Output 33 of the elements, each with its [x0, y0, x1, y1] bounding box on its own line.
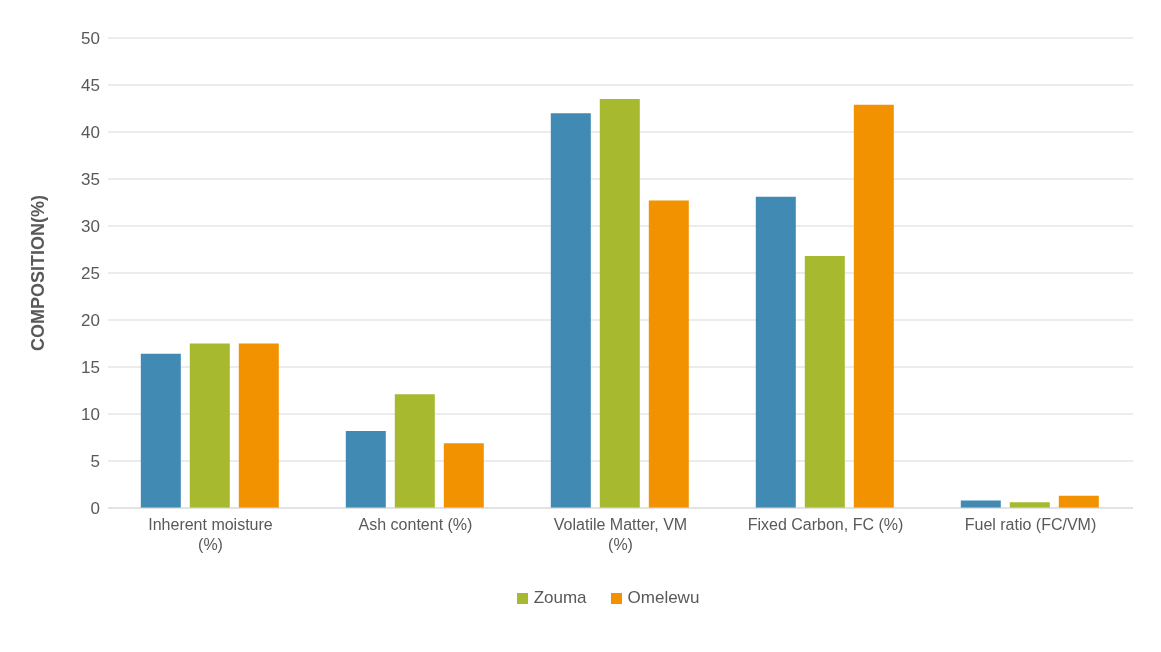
bar — [345, 430, 386, 508]
bar — [189, 343, 230, 508]
y-tick-label: 50 — [81, 29, 100, 49]
x-tick-label: Ash content (%) — [358, 516, 473, 533]
y-tick-label: 0 — [90, 499, 100, 519]
bar — [238, 343, 279, 508]
bar — [755, 196, 796, 508]
y-tick-label: 5 — [90, 452, 100, 472]
y-tick-label: 15 — [81, 358, 100, 378]
bar — [804, 256, 845, 508]
bar — [648, 200, 689, 508]
bar — [443, 443, 484, 508]
x-tick-label: Fixed Carbon, FC (%) — [747, 516, 904, 533]
y-tick-label: 35 — [81, 170, 100, 190]
y-axis-title: COMPOSITION(%) — [28, 195, 49, 351]
y-tick-label: 30 — [81, 217, 100, 237]
bar — [960, 500, 1001, 508]
x-tick-label: Fuel ratio (FC/VM) — [964, 516, 1097, 533]
bar — [1058, 495, 1099, 508]
bar — [394, 394, 435, 508]
bar — [853, 104, 894, 508]
x-tick-label: Inherent moisture (%) — [148, 516, 273, 553]
x-tick-label: Volatile Matter, VM (%) — [553, 516, 688, 553]
legend-label: Zouma — [533, 588, 587, 608]
y-tick-label: 20 — [81, 311, 100, 331]
y-tick-label: 10 — [81, 405, 100, 425]
bar — [140, 353, 181, 508]
bar — [550, 113, 591, 508]
legend-label: Omelewu — [627, 588, 700, 608]
y-tick-label: 25 — [81, 264, 100, 284]
bar — [599, 99, 640, 508]
y-tick-label: 45 — [81, 76, 100, 96]
y-tick-label: 40 — [81, 123, 100, 143]
